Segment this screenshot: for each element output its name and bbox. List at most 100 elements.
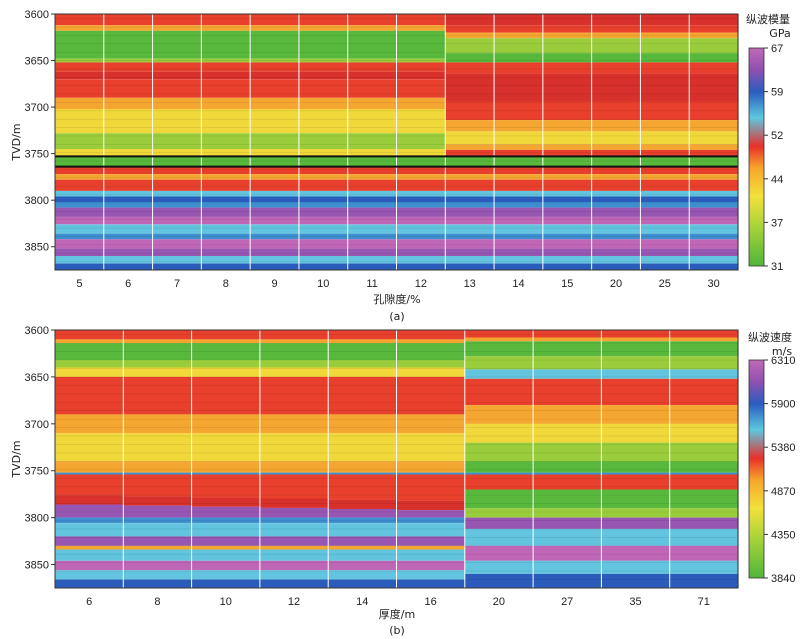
panel-b-x-ticks: 6 8 10 12 14 16 20 27 35 71 [86, 596, 710, 608]
heatmap-band [396, 376, 466, 415]
heatmap-band [55, 504, 124, 518]
heatmap-band [103, 30, 154, 59]
heatmap-band [123, 376, 193, 415]
heatmap-band [347, 263, 398, 270]
heatmap-band [201, 224, 251, 234]
heatmap-band [259, 517, 329, 524]
heatmap-band [250, 248, 300, 256]
heatmap-column [669, 330, 739, 588]
heatmap-band [396, 190, 446, 197]
heatmap-band [201, 133, 251, 149]
heatmap-band [445, 101, 495, 121]
heatmap-band [103, 179, 154, 191]
heatmap-band [250, 62, 300, 72]
heatmap-column [600, 330, 671, 588]
heatmap-band [669, 545, 739, 561]
heatmap-band [601, 423, 671, 443]
heatmap-column [493, 14, 544, 270]
heatmap-band [328, 376, 398, 415]
heatmap-band [533, 474, 602, 490]
heatmap-band [601, 573, 671, 588]
heatmap-band [191, 330, 261, 340]
heatmap-band [55, 339, 124, 344]
heatmap-band [669, 442, 739, 462]
heatmap-band [123, 517, 193, 524]
x-tick-label: 12 [415, 278, 427, 290]
heatmap-band [445, 14, 495, 26]
heatmap-band [494, 196, 544, 203]
heatmap-band [640, 196, 690, 203]
heatmap-band [640, 179, 690, 191]
heatmap-band [298, 216, 349, 225]
heatmap-band [55, 133, 105, 149]
heatmap-band [396, 109, 446, 134]
panel-b-colorbar [748, 359, 765, 579]
heatmap-band [347, 133, 398, 149]
heatmap-band [464, 337, 534, 342]
y-tick-label: 3800 [25, 513, 49, 525]
x-tick-label: 35 [629, 596, 641, 608]
heatmap-band [542, 224, 593, 234]
heatmap-band [250, 79, 300, 98]
heatmap-band [259, 343, 329, 360]
heatmap-band [103, 58, 154, 63]
heatmap-band [55, 248, 105, 256]
heatmap-band [201, 216, 251, 225]
panel-a-colorbar-unit: GPa [769, 27, 790, 40]
heatmap-band [55, 109, 105, 134]
heatmap-band [103, 174, 154, 180]
heatmap-band [250, 263, 300, 270]
heatmap-band [396, 472, 466, 475]
heatmap-band [250, 97, 300, 109]
heatmap-band [298, 179, 349, 191]
heatmap-band [298, 224, 349, 234]
heatmap-band [55, 62, 105, 72]
heatmap-band [640, 25, 690, 33]
heatmap-band [591, 202, 641, 208]
heatmap-band [591, 196, 641, 203]
heatmap-band [591, 224, 641, 234]
heatmap-band [250, 166, 300, 175]
heatmap-band [152, 216, 202, 225]
heatmap-band [123, 330, 193, 340]
heatmap-band [55, 263, 105, 270]
heatmap-band [464, 378, 534, 406]
heatmap-band [494, 248, 544, 256]
heatmap-band [396, 25, 446, 31]
heatmap-band [191, 523, 261, 537]
heatmap-band [103, 156, 154, 167]
heatmap-band [494, 38, 544, 54]
heatmap-band [103, 133, 154, 149]
heatmap-band [250, 256, 300, 264]
heatmap-band [259, 507, 329, 518]
heatmap-band [542, 120, 593, 132]
heatmap-band [445, 174, 495, 180]
heatmap-band [601, 369, 671, 379]
heatmap-band [123, 570, 193, 580]
heatmap-band [250, 216, 300, 225]
heatmap-band [55, 461, 124, 473]
heatmap-band [494, 25, 544, 33]
heatmap-band [601, 461, 671, 473]
heatmap-band [542, 14, 593, 26]
heatmap-band [347, 256, 398, 264]
heatmap-band [55, 233, 105, 240]
heatmap-band [347, 62, 398, 72]
heatmap-band [123, 433, 193, 462]
heatmap-band [396, 510, 466, 518]
heatmap-band [445, 53, 495, 63]
heatmap-band [201, 166, 251, 175]
heatmap-band [347, 30, 398, 59]
heatmap-band [347, 58, 398, 63]
heatmap-band [396, 179, 446, 191]
heatmap-band [640, 38, 690, 54]
heatmap-band [55, 545, 124, 550]
heatmap-band [152, 156, 202, 167]
x-tick-label: 5 [76, 278, 82, 290]
heatmap-band [55, 149, 105, 156]
heatmap-band [55, 174, 105, 180]
heatmap-band [591, 131, 641, 145]
heatmap-band [328, 367, 398, 377]
heatmap-band [689, 179, 739, 191]
heatmap-band [542, 239, 593, 249]
